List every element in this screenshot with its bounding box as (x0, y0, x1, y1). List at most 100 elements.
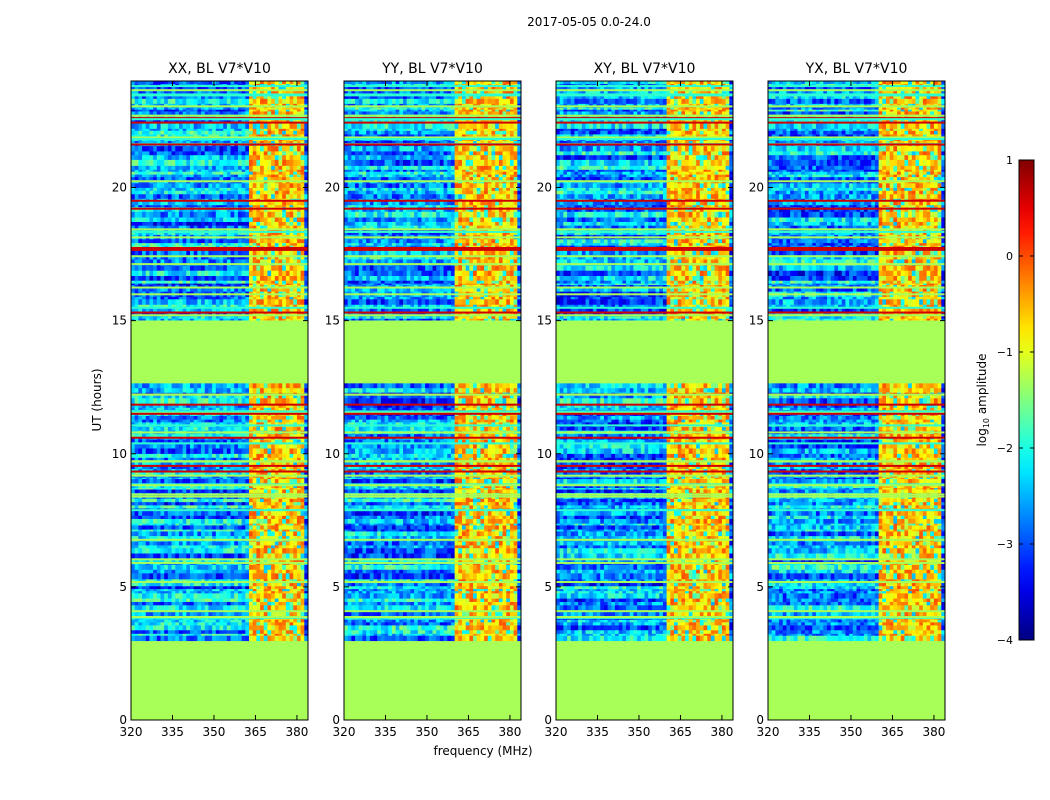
cell (300, 221, 305, 226)
cell (175, 541, 180, 546)
cell (237, 501, 243, 506)
cell (263, 598, 268, 602)
cell (145, 487, 150, 490)
cell (182, 298, 187, 305)
cell (215, 419, 220, 423)
cell (226, 225, 231, 231)
cell (204, 296, 209, 300)
cell (204, 545, 209, 549)
cell (131, 598, 136, 602)
cell (178, 485, 184, 489)
cell (178, 504, 184, 509)
cell (186, 315, 191, 319)
cell (149, 529, 154, 532)
cell (160, 588, 165, 592)
cell (134, 531, 139, 537)
cell (145, 578, 150, 584)
cell (145, 625, 150, 631)
cell (215, 457, 220, 462)
cell (149, 265, 154, 271)
cell (230, 633, 235, 636)
cell (186, 392, 191, 394)
cell (134, 270, 139, 276)
cell (293, 619, 298, 623)
cell (167, 419, 172, 423)
cell (204, 275, 209, 281)
cell (215, 217, 220, 222)
cell (131, 592, 136, 599)
cell (156, 629, 161, 634)
cell (241, 541, 246, 546)
cell (131, 249, 136, 256)
cell (263, 515, 268, 520)
cell (230, 604, 235, 611)
cell (282, 249, 287, 256)
cell (204, 504, 209, 509)
cell (267, 625, 272, 631)
cell (267, 535, 272, 542)
cell (164, 558, 169, 563)
cell (171, 592, 176, 599)
cell (289, 578, 294, 584)
cell (300, 487, 305, 490)
cell (230, 284, 235, 289)
cell (164, 610, 169, 617)
cell (223, 211, 228, 218)
cell (197, 588, 202, 592)
cell (304, 415, 308, 420)
cell (260, 190, 265, 195)
cell (182, 275, 187, 281)
cell (197, 307, 202, 313)
cell (226, 280, 231, 284)
cell (186, 582, 191, 587)
cell (131, 558, 136, 563)
cell (215, 510, 220, 516)
cell (215, 629, 220, 634)
cell (296, 477, 302, 480)
cell (138, 601, 143, 606)
cell (274, 619, 279, 623)
cell (182, 443, 187, 449)
cell (293, 547, 298, 554)
cell (300, 564, 305, 570)
cell (149, 477, 154, 480)
cell (278, 443, 283, 449)
cell (234, 610, 239, 617)
cell (208, 498, 213, 503)
cell (215, 471, 220, 475)
cell (145, 415, 150, 420)
cell (289, 547, 294, 554)
cell (263, 610, 268, 617)
cell (230, 217, 235, 222)
cell (271, 582, 276, 587)
cell (296, 200, 302, 206)
cell (204, 529, 209, 532)
cell (182, 245, 187, 248)
cell (215, 245, 220, 248)
cell (271, 588, 276, 592)
cell (215, 601, 220, 606)
cell (164, 545, 169, 549)
cell (289, 523, 294, 526)
cell (282, 275, 287, 281)
cell (230, 592, 235, 599)
cell (167, 545, 172, 549)
cell (289, 485, 294, 489)
cell (234, 635, 239, 642)
cell (149, 610, 154, 617)
cell (304, 553, 308, 559)
cell (142, 489, 147, 493)
cell (171, 478, 176, 484)
cell (274, 426, 279, 431)
cell (142, 407, 147, 411)
cell (241, 633, 246, 636)
cell (304, 478, 308, 484)
cell (215, 448, 220, 454)
cell (190, 535, 195, 542)
cell (190, 307, 195, 313)
cell (252, 221, 257, 226)
cell (145, 619, 150, 623)
cell (245, 471, 250, 475)
cell (156, 621, 161, 626)
cell (234, 489, 239, 493)
